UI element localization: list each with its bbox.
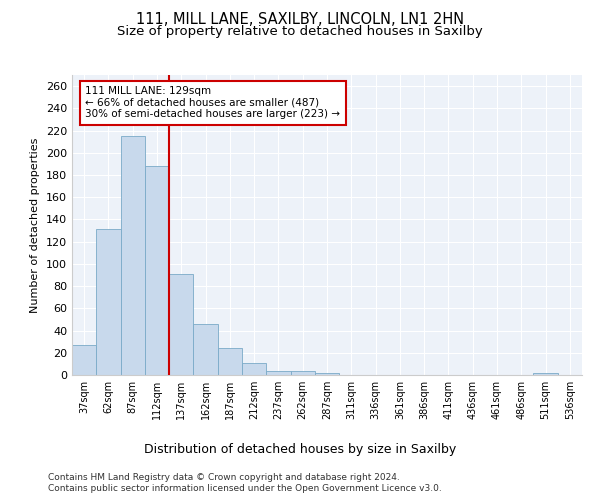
Bar [193,324,218,375]
Text: 111, MILL LANE, SAXILBY, LINCOLN, LN1 2HN: 111, MILL LANE, SAXILBY, LINCOLN, LN1 2H… [136,12,464,28]
Text: Distribution of detached houses by size in Saxilby: Distribution of detached houses by size … [144,442,456,456]
Bar [533,373,558,375]
Bar [266,370,290,375]
Y-axis label: Number of detached properties: Number of detached properties [31,138,40,312]
Bar [218,348,242,375]
Text: Size of property relative to detached houses in Saxilby: Size of property relative to detached ho… [117,25,483,38]
Bar [145,166,169,375]
Bar [72,345,96,375]
Bar [169,274,193,375]
Bar [96,230,121,375]
Text: Contains public sector information licensed under the Open Government Licence v3: Contains public sector information licen… [48,484,442,493]
Text: Contains HM Land Registry data © Crown copyright and database right 2024.: Contains HM Land Registry data © Crown c… [48,472,400,482]
Bar [315,373,339,375]
Bar [290,370,315,375]
Bar [242,363,266,375]
Text: 111 MILL LANE: 129sqm
← 66% of detached houses are smaller (487)
30% of semi-det: 111 MILL LANE: 129sqm ← 66% of detached … [85,86,340,120]
Bar [121,136,145,375]
